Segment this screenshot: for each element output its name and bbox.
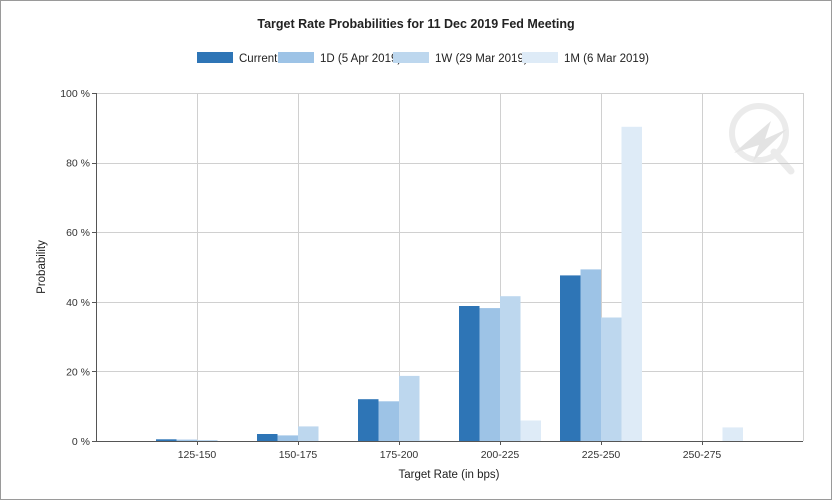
bar-225-250-1W (29 Mar 2019): [601, 317, 622, 441]
bar-125-150-1D (5 Apr 2019): [176, 439, 197, 441]
gridlines: [96, 93, 804, 441]
x-tick-label: 175-200: [380, 449, 419, 461]
bar-125-150-1W (29 Mar 2019): [197, 440, 218, 441]
bar-225-250-Current: [560, 275, 581, 441]
bar-150-175-1D (5 Apr 2019): [277, 435, 298, 441]
y-axis-label: Probability: [36, 240, 48, 294]
x-tick-labels: 125-150 150-175 175-200 200-225 225-250 250-2…: [178, 441, 722, 461]
bar-150-175-Current: [257, 434, 278, 441]
axes: [96, 93, 803, 442]
y-tick-label: 80 %: [66, 158, 90, 170]
bar-225-250-1D (5 Apr 2019): [580, 269, 601, 441]
bar-225-250-1M (6 Mar 2019): [621, 126, 642, 442]
legend-label: 1W (29 Mar 2019): [435, 53, 528, 65]
x-tick-label: 150-175: [279, 449, 318, 461]
y-tick-label: 40 %: [66, 297, 90, 309]
legend-label: 1M (6 Mar 2019): [564, 53, 649, 65]
bar-150-175-1W (29 Mar 2019): [298, 426, 319, 441]
bar-125-150-Current: [156, 439, 177, 441]
legend-swatch: [278, 52, 314, 63]
x-tick-label: 125-150: [178, 449, 217, 461]
bar-250-275-1M (6 Mar 2019): [722, 427, 743, 441]
legend-swatch: [393, 52, 429, 63]
x-tick-label: 200-225: [481, 449, 520, 461]
y-tick-labels: 0 % 20 % 40 % 60 % 80 % 100 %: [60, 88, 96, 448]
y-tick-label: 0 %: [72, 436, 90, 448]
bar-175-200-1W (29 Mar 2019): [399, 375, 420, 441]
bars: [156, 126, 743, 442]
watermark-logo: [729, 103, 795, 175]
y-tick-label: 60 %: [66, 227, 90, 239]
bar-175-200-1M (6 Mar 2019): [419, 440, 440, 441]
legend: Current 1D (5 Apr 2019) 1W (29 Mar 2019) 1M…: [197, 52, 649, 65]
y-tick-label: 20 %: [66, 366, 90, 378]
bar-200-225-1W (29 Mar 2019): [500, 296, 521, 441]
legend-swatch: [197, 52, 233, 63]
bar-175-200-Current: [358, 399, 379, 441]
x-tick-label: 225-250: [582, 449, 621, 461]
x-axis-label: Target Rate (in bps): [399, 469, 500, 481]
legend-swatch: [522, 52, 558, 63]
legend-label: 1D (5 Apr 2019): [320, 53, 401, 65]
y-tick-label: 100 %: [60, 88, 90, 100]
bar-200-225-1M (6 Mar 2019): [520, 420, 541, 441]
chart-title: Target Rate Probabilities for 11 Dec 201…: [257, 17, 574, 31]
bar-200-225-1D (5 Apr 2019): [479, 308, 500, 441]
bar-200-225-Current: [459, 306, 480, 441]
bar-175-200-1D (5 Apr 2019): [378, 401, 399, 441]
x-tick-label: 250-275: [683, 449, 722, 461]
legend-label: Current: [239, 53, 278, 65]
